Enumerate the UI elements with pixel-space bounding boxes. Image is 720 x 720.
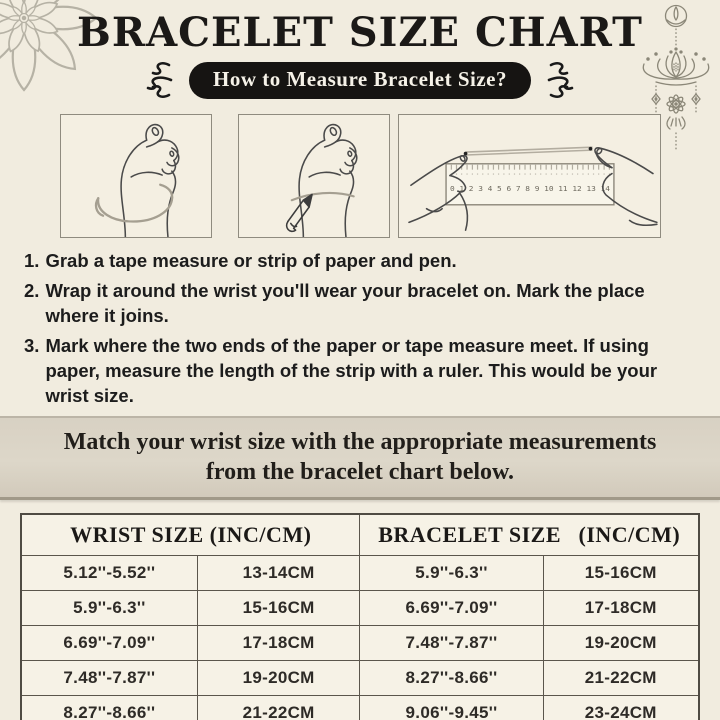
bracelet-inches: 6.69''-7.09'' [359,590,544,626]
bracelet-cm: 21-22CM [542,660,700,696]
wrist-inches: 8.27''-8.66'' [20,695,198,720]
step-text: Wrap it around the wrist you'll wear you… [45,280,645,326]
wrist-inches: 5.9''-6.3'' [20,590,198,626]
steps-list: 1. Grab a tape measure or strip of paper… [24,248,702,408]
step-number: 3. [24,335,40,356]
wrist-cm: 15-16CM [196,590,361,626]
illustration-panels: 0 1 2 3 4 5 6 7 8 9 10 11 12 13 14 [60,114,664,238]
table-row: 5.12''-5.52'' 13-14CM 5.9''-6.3'' 15-16C… [20,555,700,591]
bracelet-inches: 8.27''-8.66'' [359,660,544,696]
crescent-moon-icon [664,4,688,28]
lotus-hanging-ornament-icon [642,4,710,150]
wrist-mark-line [290,191,355,202]
step-text: Grab a tape measure or strip of paper an… [45,250,457,271]
page-title: BRACELET SIZE CHART [77,9,643,56]
wrist-tape-illustration [94,123,180,238]
paper-strip [463,146,593,156]
bracelet-inches: 9.06''-9.45'' [359,695,544,720]
ruler-measure-illustration: 0 1 2 3 4 5 6 7 8 9 10 11 12 13 14 [408,146,658,231]
panel-wrap-tape [60,114,212,238]
wrist-pen-illustration [285,123,358,238]
step-item: 3. Mark where the two ends of the paper … [24,333,702,408]
right-hand [594,147,658,227]
table-row: 8.27''-8.66'' 21-22CM 9.06''-9.45'' 23-2… [20,695,700,720]
step-item: 2. Wrap it around the wrist you'll wear … [24,278,702,328]
wrist-inches: 7.48''-7.87'' [20,660,198,696]
flourish-left-icon [146,62,173,98]
wrist-cm: 19-20CM [196,660,361,696]
banner-line-1: Match your wrist size with the appropria… [63,429,657,455]
bracelet-cm: 23-24CM [542,695,700,720]
table-row: 6.69''-7.09'' 17-18CM 7.48''-7.87'' 19-2… [20,625,700,661]
star-flower-icon [666,94,686,114]
leaf-tuft [666,116,686,130]
mandala-flower-icon [0,0,98,92]
flourish-right-icon [547,62,574,98]
bracelet-cm: 15-16CM [542,555,700,591]
wrist-cm: 21-22CM [196,695,361,720]
how-to-measure-badge: How to Measure Bracelet Size? [188,61,532,99]
step-item: 1. Grab a tape measure or strip of paper… [24,248,702,273]
match-banner: Match your wrist size with the appropria… [0,416,720,500]
bracelet-size-header: BRACELET SIZE (INC/CM) [359,513,700,556]
bracelet-cm: 19-20CM [542,625,700,661]
panel-mark-pen [238,114,390,238]
wrist-inches: 6.69''-7.09'' [20,625,198,661]
ruler-numbers: 0 1 2 3 4 5 6 7 8 9 10 11 12 13 14 [450,184,611,193]
banner-line-2: from the bracelet chart below. [205,459,515,485]
bracelet-cm: 17-18CM [542,590,700,626]
tape-loop [94,183,174,223]
side-strands [651,85,701,115]
ruler-icon: 0 1 2 3 4 5 6 7 8 9 10 11 12 13 14 [445,163,615,206]
panel-ruler-measure: 0 1 2 3 4 5 6 7 8 9 10 11 12 13 14 [398,114,661,238]
wrist-cm: 17-18CM [196,625,361,661]
wrist-size-header: WRIST SIZE (INC/CM) [20,513,361,556]
step-number: 1. [24,250,40,271]
measure-badge-row: How to Measure Bracelet Size? [0,60,720,100]
lotus-flower-icon [642,51,710,86]
step-number: 2. [24,280,40,301]
wrist-inches: 5.12''-5.52'' [20,555,198,591]
table-row: 5.9''-6.3'' 15-16CM 6.69''-7.09'' 17-18C… [20,590,700,626]
pen-icon [285,193,313,233]
table-header-row: WRIST SIZE (INC/CM) BRACELET SIZE (INC/C… [20,513,700,556]
mandala-rosette [6,0,42,36]
bracelet-inches: 7.48''-7.87'' [359,625,544,661]
left-hand [408,154,469,231]
wrist-cm: 13-14CM [196,555,361,591]
step-text: Mark where the two ends of the paper or … [45,335,658,406]
size-chart-table: WRIST SIZE (INC/CM) BRACELET SIZE (INC/C… [20,513,700,720]
bracelet-inches: 5.9''-6.3'' [359,555,544,591]
table-row: 7.48''-7.87'' 19-20CM 8.27''-8.66'' 21-2… [20,660,700,696]
